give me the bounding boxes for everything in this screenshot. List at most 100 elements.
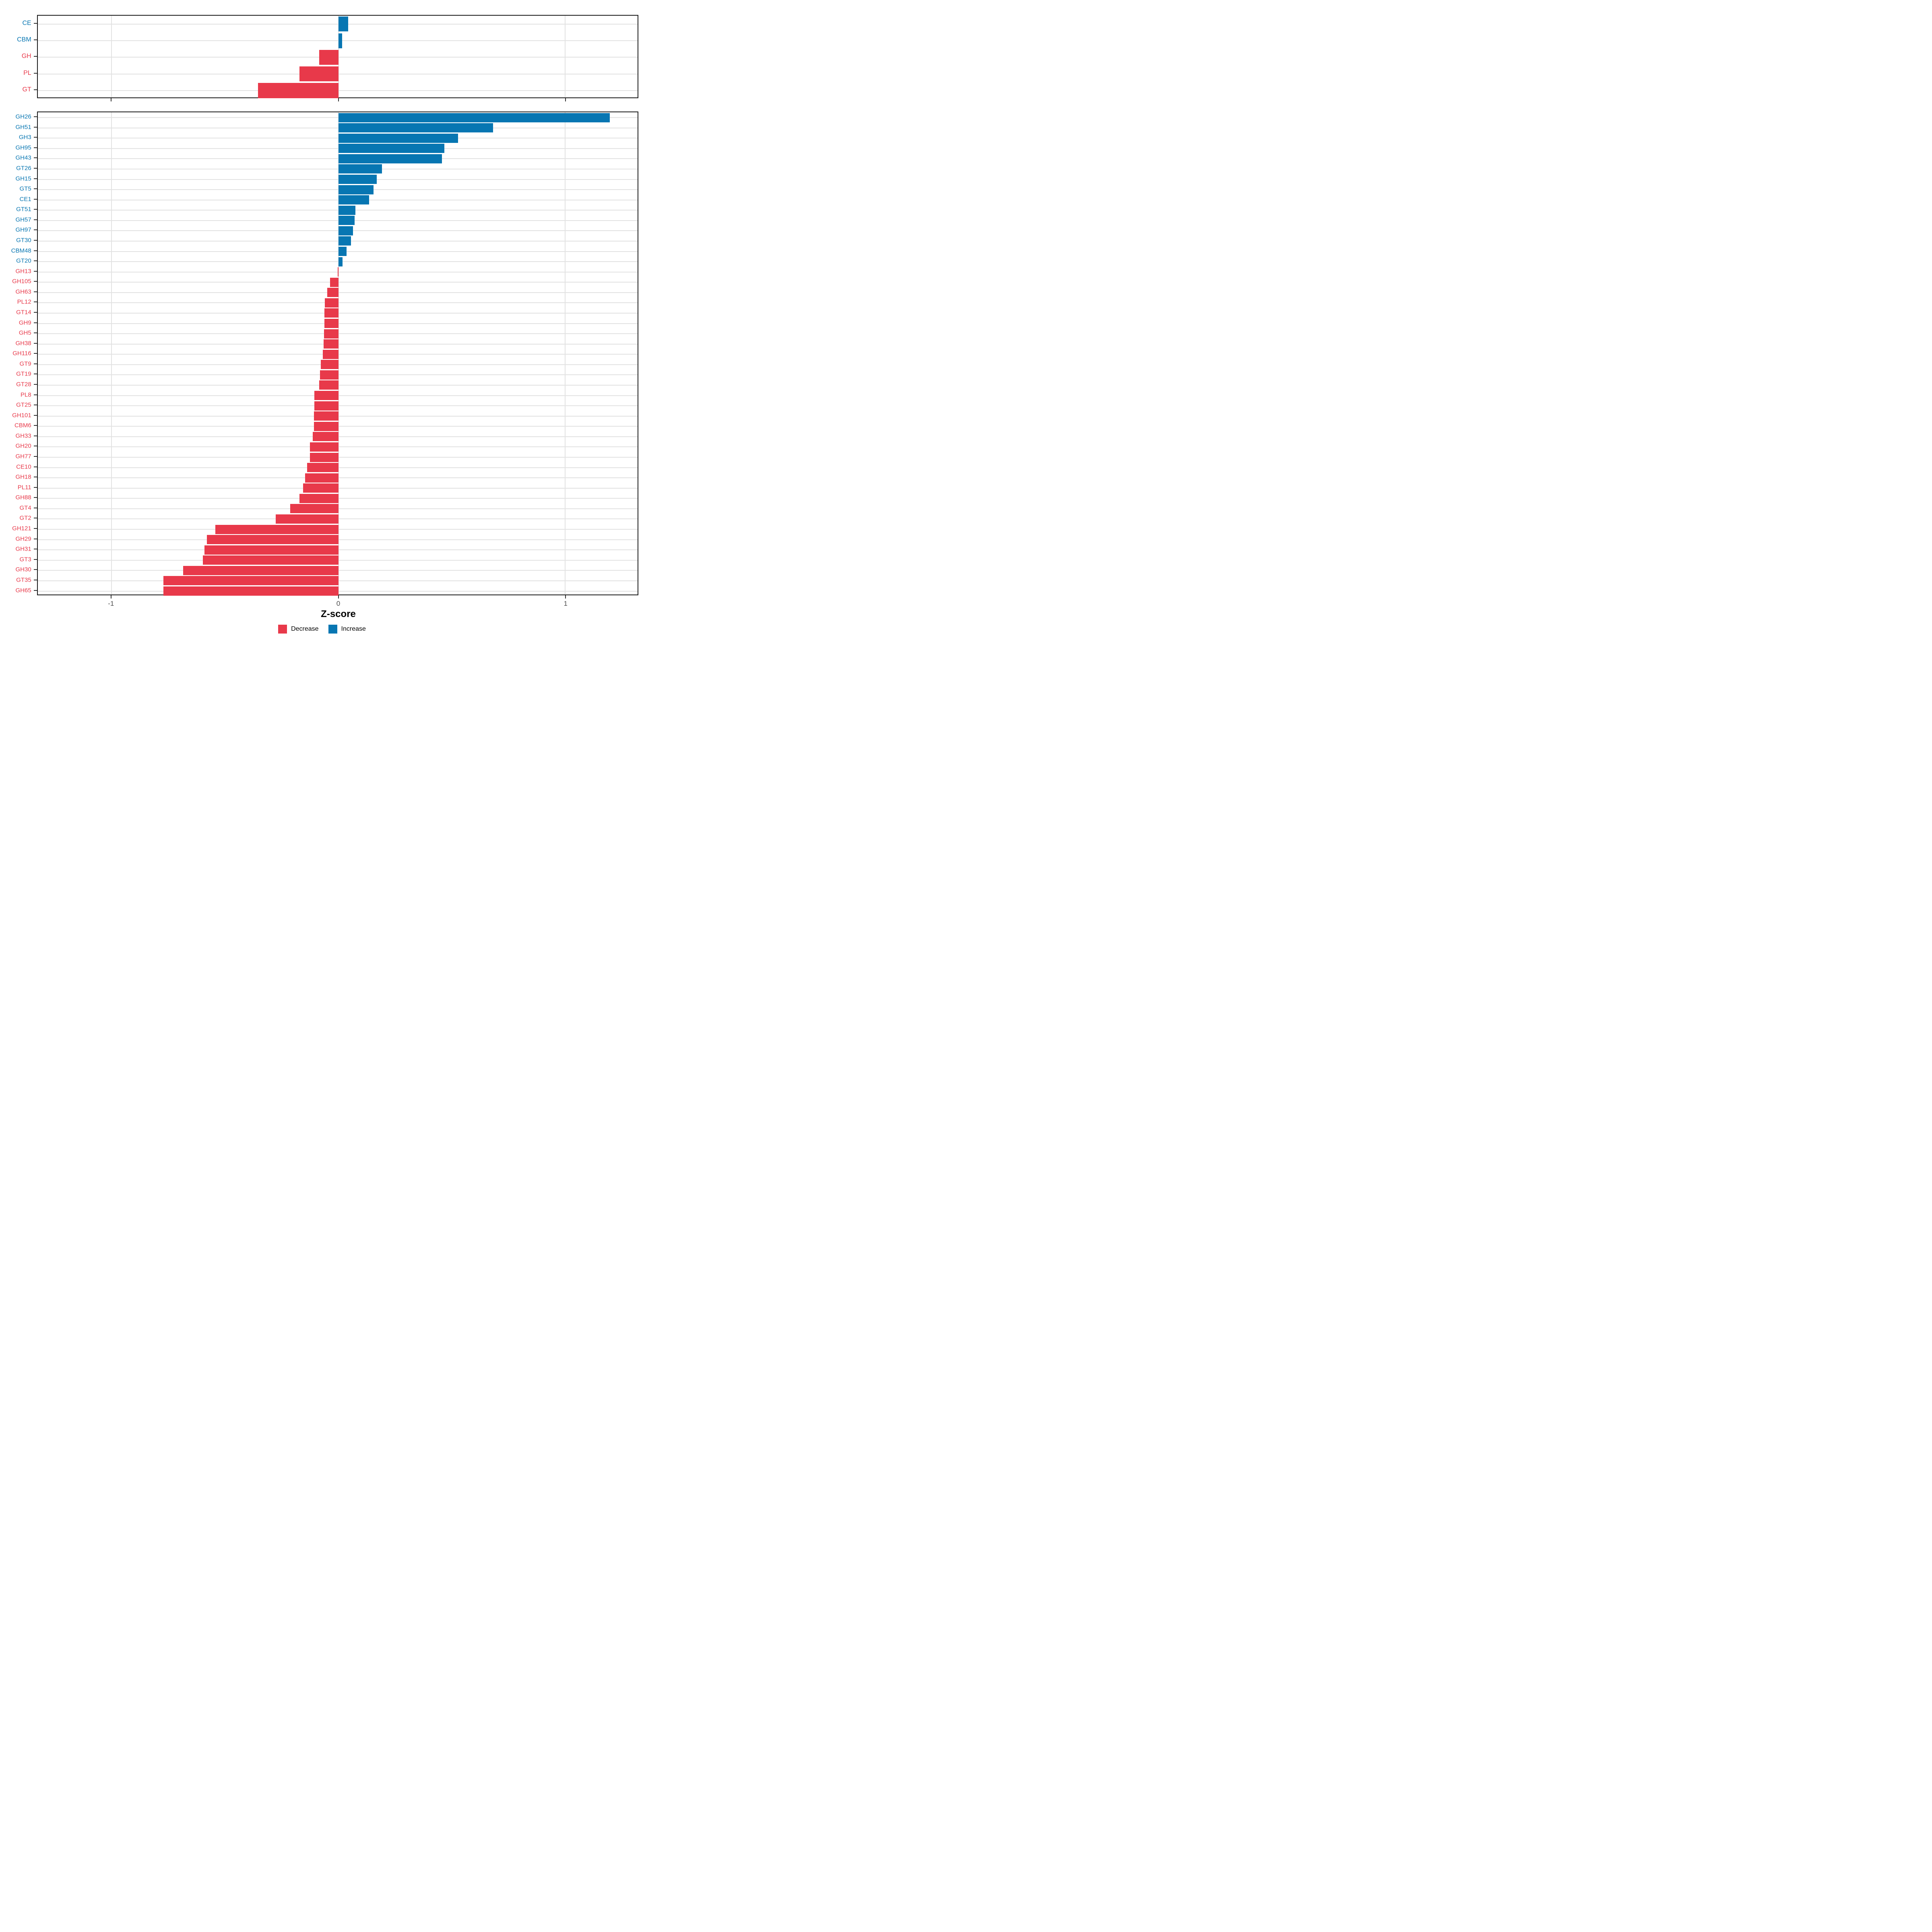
bar-row [37,524,638,535]
y-tick [33,116,37,118]
category-label-cbm: CBM [17,36,31,43]
bar-row [37,298,638,308]
bar-gh5 [324,329,339,339]
bar-row [37,49,638,66]
bar-row [37,462,638,473]
bar-row [37,215,638,226]
category-label-gh18: GH18 [15,473,31,481]
gridline-y [37,261,638,262]
bar-row [37,164,638,174]
y-tick [33,23,37,24]
legend-item-decrease: Decrease [278,625,319,634]
gridline-y [37,220,638,221]
y-tick [33,394,37,395]
bar-gt26 [338,164,382,174]
bar-row [37,133,638,143]
bar-gh29 [206,535,339,545]
gridline-y [37,148,638,149]
gridline-y [37,230,638,231]
legend-label: Increase [341,625,366,632]
enzyme-class-panel: CE CBM GH PL GT [0,15,644,101]
x-tick-0 [338,98,339,101]
bar-row [37,411,638,421]
bar-row [37,493,638,504]
gridline-x-1 [564,112,566,595]
category-label-gh13: GH13 [15,268,31,275]
category-label-gh5: GH5 [19,329,31,336]
bar-gh116 [322,349,339,359]
y-tick [33,188,37,190]
category-label-gh43: GH43 [15,154,31,161]
bar-gh [319,50,339,65]
category-label-gh33: GH33 [15,432,31,440]
bar-pl12 [324,298,339,308]
y-tick [33,56,37,57]
bar-row [37,380,638,390]
category-label-gt9: GT9 [19,360,31,367]
bar-cbm6 [314,421,339,431]
bar-cbm48 [338,247,347,256]
x-tick-label-1: 1 [564,600,568,607]
gridline-y [37,189,638,190]
bar-gh121 [215,524,339,534]
gridline-y [37,240,638,242]
y-tick [33,497,37,498]
y-tick [33,528,37,529]
y-tick [33,250,37,251]
bar-gh51 [338,123,493,133]
bar-gh15 [338,175,377,184]
bar-gt4 [290,504,339,514]
y-tick [33,89,37,91]
bar-gt [258,83,339,98]
category-label-gh38: GH38 [15,340,31,347]
y-tick [33,301,37,303]
enzyme-family-panel: GH26 GH51 GH3 GH95 GH43 GT26 GH15 GT5 CE1 GT51 GH5… [0,111,644,599]
category-label-gt14: GT14 [16,309,31,316]
y-tick [33,270,37,272]
bar-gt14 [324,308,339,318]
category-label-gh3: GH3 [19,134,31,141]
category-label-gh31: GH31 [15,545,31,553]
y-tick [33,147,37,148]
legend-label: Decrease [291,625,319,632]
bar-row [37,514,638,524]
bar-gh30 [183,566,339,575]
bar-gh33 [313,432,339,442]
category-label-pl8: PL8 [20,391,31,398]
category-label-gt26: GT26 [16,165,31,172]
legend-swatch-increase [328,625,337,634]
bar-ce10 [307,463,339,473]
category-label-cbm48: CBM48 [11,247,31,254]
bar-gh43 [338,154,442,163]
legend: Decrease Increase [0,625,644,634]
y-tick [33,569,37,570]
y-tick [33,157,37,159]
x-axis-title: Z-score [321,609,356,619]
bar-row [37,195,638,205]
bar-row [37,256,638,267]
bar-row [37,174,638,185]
category-label-gh63: GH63 [15,288,31,295]
bar-row [37,555,638,566]
y-tick [33,209,37,210]
y-tick [33,590,37,591]
gridline-y [37,117,638,118]
x-tick-1 [565,595,566,599]
bar-gh3 [338,133,458,143]
bar-gh63 [327,288,339,297]
bar-row [37,545,638,555]
y-tick [33,72,37,74]
bar-row [37,390,638,401]
bar-gt19 [320,370,339,380]
bar-gh18 [305,473,339,483]
y-tick [33,239,37,241]
bar-gh38 [323,339,339,349]
bar-gt3 [203,555,339,565]
bar-row [37,236,638,246]
category-label-gt4: GT4 [19,504,31,512]
y-tick [33,312,37,313]
bar-gt35 [163,576,339,586]
category-label-gh105: GH105 [12,278,31,285]
bar-gt25 [314,401,339,411]
y-tick [33,39,37,41]
